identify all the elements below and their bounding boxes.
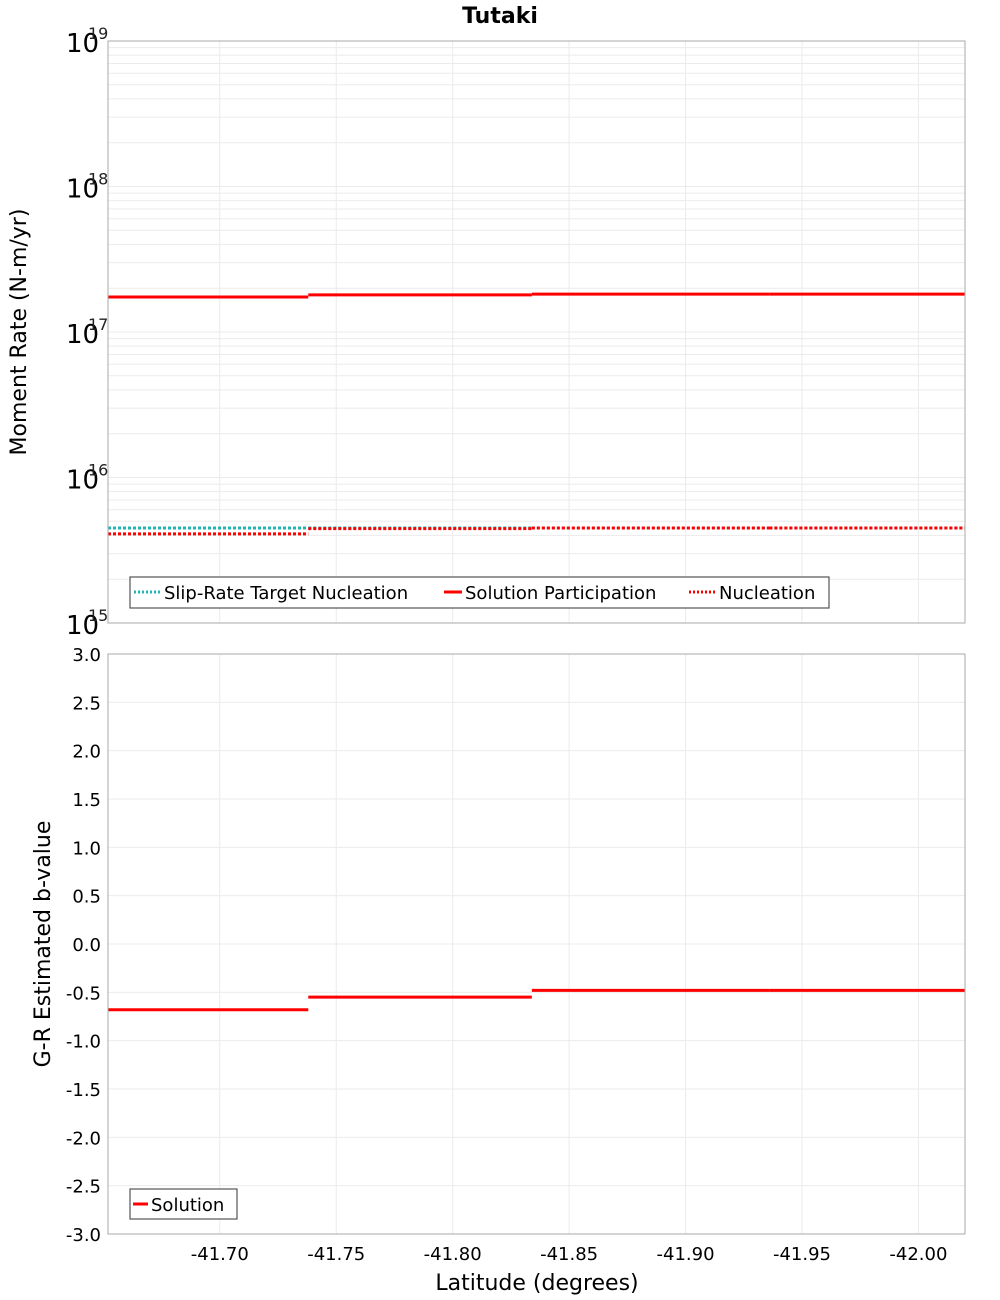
legend-label-nucleation: Nucleation (719, 583, 815, 604)
top-y-tick-exponent: 17 (88, 315, 108, 334)
legend-label-solution: Solution (151, 1195, 224, 1216)
bottom-y-tick-label: 1.5 (72, 790, 101, 811)
bottom-y-tick-label: 0.5 (72, 887, 101, 908)
bottom-y-tick-label: 2.0 (72, 742, 101, 763)
legend-label-slip-rate-target: Slip-Rate Target Nucleation (164, 583, 408, 604)
top-y-ticks: 10191018101710161015 (66, 24, 108, 641)
bottom-panel: 3.0 2.5 2.0 1.5 1.0 0.5 0.0 -0.5 -1.0 -1.5 -2.0 -2.… (31, 645, 965, 1246)
x-tick-label: -42.00 (889, 1244, 947, 1265)
bottom-legend: Solution (130, 1189, 237, 1219)
bottom-y-tick-label: -1.5 (66, 1080, 101, 1101)
bottom-y-tick-label: -1.0 (66, 1032, 101, 1053)
top-y-tick-exponent: 18 (88, 170, 108, 189)
bottom-y-tick-label: 3.0 (72, 645, 101, 666)
chart-title: Tutaki (462, 4, 538, 29)
bottom-y-ticks: 3.0 2.5 2.0 1.5 1.0 0.5 0.0 -0.5 -1.0 -1.5 -2.0 -2.… (66, 645, 101, 1246)
x-tick-label: -41.90 (657, 1244, 715, 1265)
x-tick-label: -41.75 (307, 1244, 365, 1265)
top-y-tick-exponent: 19 (88, 24, 108, 43)
top-y-tick-exponent: 15 (88, 606, 108, 625)
x-tick-label: -41.85 (540, 1244, 598, 1265)
bottom-y-tick-label: -0.5 (66, 983, 101, 1004)
x-axis-label: Latitude (degrees) (435, 1271, 638, 1296)
bottom-y-tick-label: -2.5 (66, 1177, 101, 1198)
bottom-y-tick-label: 1.0 (72, 838, 101, 859)
x-tick-label: -41.80 (424, 1244, 482, 1265)
top-y-axis-label: Moment Rate (N-m/yr) (7, 209, 32, 456)
bottom-y-tick-label: 0.0 (72, 935, 101, 956)
legend-label-solution-participation: Solution Participation (465, 583, 656, 604)
bottom-y-tick-label: 2.5 (72, 693, 101, 714)
x-axis-ticks: -41.70 -41.75 -41.80 -41.85 -41.90 -41.95 -42.… (191, 1244, 948, 1265)
chart-canvas: Tutaki 10191018101710161015 Moment Rate … (0, 0, 1000, 1300)
x-tick-label: -41.95 (773, 1244, 831, 1265)
top-y-tick-exponent: 16 (88, 461, 108, 480)
bottom-y-tick-label: -3.0 (66, 1225, 101, 1246)
top-legend: Slip-Rate Target Nucleation Solution Par… (130, 577, 829, 608)
bottom-y-tick-label: -2.0 (66, 1128, 101, 1149)
top-panel: 10191018101710161015 Moment Rate (N-m/yr… (7, 24, 965, 641)
x-tick-label: -41.70 (191, 1244, 249, 1265)
bottom-y-axis-label: G-R Estimated b-value (31, 821, 56, 1068)
